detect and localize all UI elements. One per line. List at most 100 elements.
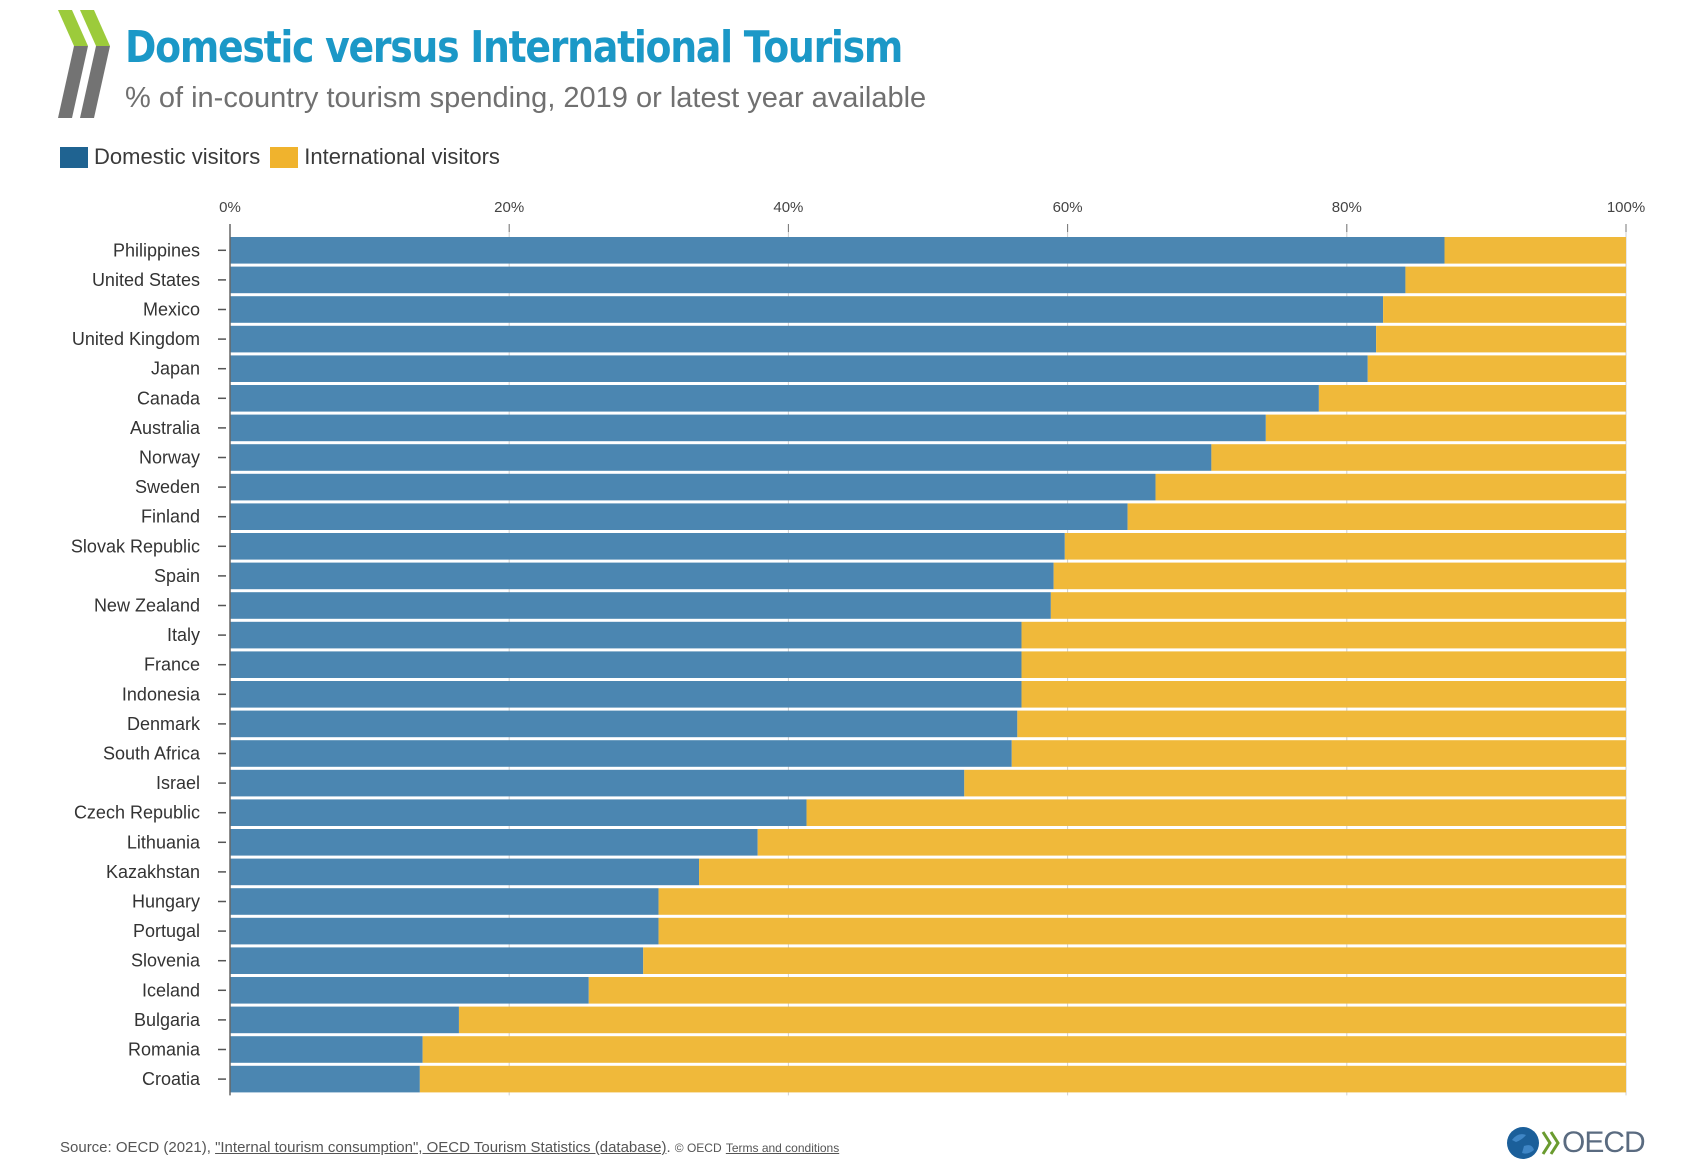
bar-domestic: [230, 473, 1156, 501]
bar-international: [1318, 385, 1626, 412]
bar-international: [806, 799, 1626, 826]
legend-swatch-domestic: [60, 146, 88, 168]
oecd-chevron-logo-icon: [58, 10, 110, 118]
bar-domestic: [230, 296, 1384, 323]
bar-domestic: [230, 503, 1128, 530]
category-label: Czech Republic: [74, 803, 200, 823]
legend-swatch-international: [270, 146, 299, 168]
x-tick-label: 20%: [494, 199, 524, 216]
bar-domestic: [230, 237, 1445, 264]
bar-international: [699, 858, 1626, 886]
bar-domestic: [230, 355, 1368, 382]
x-tick-label: 40%: [773, 199, 803, 216]
x-tick-label: 0%: [219, 199, 241, 216]
bar-domestic: [230, 444, 1212, 471]
bar-international: [1053, 562, 1626, 590]
bar-international: [1064, 533, 1626, 560]
category-label: Sweden: [135, 477, 200, 497]
category-label: Mexico: [143, 300, 200, 320]
bar-domestic: [230, 1036, 423, 1063]
bar-domestic: [230, 888, 659, 915]
bar-domestic: [230, 917, 659, 945]
oecd-wordmark: OECD: [1562, 1126, 1646, 1159]
bar-international: [1265, 414, 1626, 442]
bar-international: [1021, 651, 1626, 678]
bar-domestic: [230, 266, 1406, 294]
bar-domestic: [230, 1065, 420, 1093]
category-label: Philippines: [113, 240, 200, 260]
bar-international: [964, 769, 1626, 797]
bar-international: [1367, 355, 1626, 382]
source-prefix: Source: OECD (2021),: [60, 1139, 216, 1156]
terms-link[interactable]: Terms and conditions: [725, 1141, 840, 1155]
bar-international: [1405, 266, 1626, 294]
bar-domestic: [230, 799, 807, 826]
bar-domestic: [230, 947, 644, 974]
bar-international: [1444, 237, 1626, 264]
bar-domestic: [230, 621, 1022, 649]
bar-domestic: [230, 681, 1022, 708]
category-label: Spain: [154, 566, 200, 586]
x-tick-label: 100%: [1607, 199, 1645, 216]
bar-domestic: [230, 385, 1319, 412]
bar-domestic: [230, 769, 965, 797]
category-label: Slovak Republic: [71, 536, 200, 556]
bar-international: [658, 917, 1626, 945]
bar-international: [1376, 325, 1626, 353]
bar-domestic: [230, 1006, 459, 1034]
source-note: Source: OECD (2021), "Internal tourism c…: [60, 1139, 839, 1156]
category-label: Bulgaria: [134, 1010, 201, 1030]
bar-international: [1017, 710, 1626, 738]
source-link[interactable]: "Internal tourism consumption", OECD Tou…: [215, 1139, 667, 1156]
category-label: France: [144, 655, 200, 675]
oecd-logo: OECD: [1506, 1126, 1646, 1160]
bar-domestic: [230, 533, 1065, 560]
category-label: United Kingdom: [72, 329, 200, 349]
chevron-icon: [1541, 1131, 1560, 1155]
globe-icon: [1507, 1127, 1539, 1159]
category-label: Japan: [151, 359, 200, 379]
bar-international: [1021, 681, 1626, 708]
bar-international: [1050, 592, 1626, 619]
bar-international: [458, 1006, 1627, 1034]
category-label: Norway: [139, 448, 200, 468]
category-label: United States: [92, 270, 200, 290]
bar-international: [419, 1065, 1627, 1093]
x-tick-label: 80%: [1332, 199, 1362, 216]
bar-international: [1383, 296, 1626, 323]
legend: Domestic visitors International visitors: [60, 144, 510, 170]
chart-title: Domestic versus International Tourism: [125, 22, 903, 73]
stacked-bar-chart: 0% 20% 40% 60% 80% 100% Philippines United Stat…: [71, 199, 1645, 1096]
bar-domestic: [230, 740, 1012, 767]
bar-international: [588, 977, 1626, 1004]
copyright-text: © OECD: [674, 1141, 722, 1155]
chart-subtitle: % of in-country tourism spending, 2019 o…: [125, 82, 927, 114]
category-label: Australia: [130, 418, 201, 438]
legend-item-international[interactable]: International visitors: [270, 144, 500, 170]
category-label: Denmark: [127, 714, 201, 734]
bar-international: [1127, 503, 1626, 530]
bar-international: [1021, 621, 1626, 649]
legend-label-domestic: Domestic visitors: [94, 144, 261, 169]
bar-domestic: [230, 858, 700, 886]
bar-domestic: [230, 710, 1018, 738]
category-label: South Africa: [103, 744, 201, 764]
category-label: Italy: [167, 625, 200, 645]
source-suffix: .: [666, 1139, 671, 1156]
bar-international: [757, 829, 1626, 856]
bar-international: [658, 888, 1626, 915]
category-label: Israel: [156, 773, 200, 793]
category-label: Portugal: [133, 921, 200, 941]
bar-international: [1011, 740, 1626, 767]
legend-item-domestic[interactable]: Domestic visitors: [60, 144, 260, 170]
bar-domestic: [230, 325, 1377, 353]
category-label: Slovenia: [131, 951, 201, 971]
category-label: Finland: [141, 507, 200, 527]
bar-international: [1211, 444, 1626, 471]
bar-domestic: [230, 651, 1022, 678]
bar-domestic: [230, 829, 758, 856]
category-label: Lithuania: [127, 832, 201, 852]
category-label: Indonesia: [122, 684, 201, 704]
bar-domestic: [230, 414, 1266, 442]
category-label: Iceland: [142, 980, 200, 1000]
